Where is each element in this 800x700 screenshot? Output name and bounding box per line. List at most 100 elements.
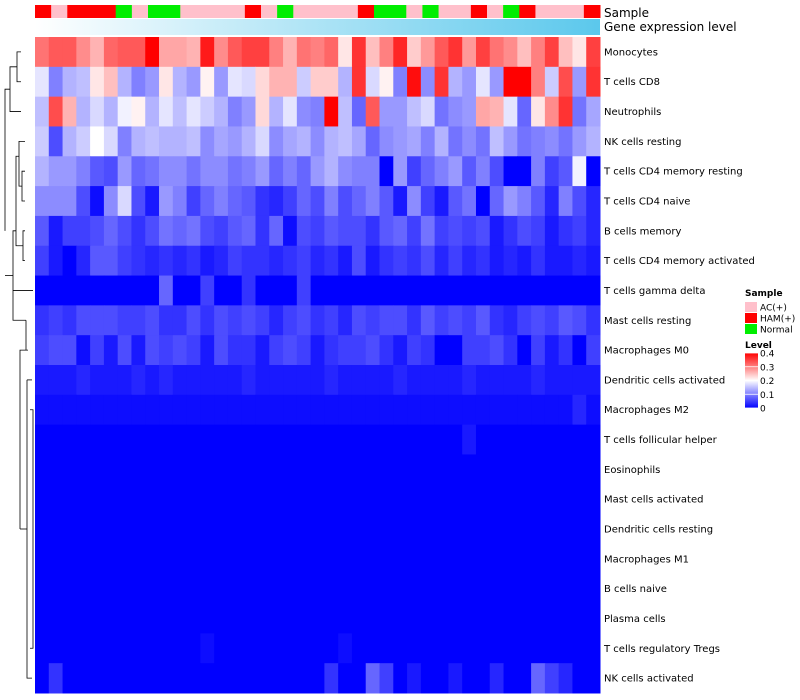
row-label: T cells CD4 memory resting <box>603 167 743 178</box>
heatmap-cell <box>324 156 339 187</box>
legend-level-ticks: 0.4 0.3 0.2 0.1 0 <box>745 350 775 415</box>
heatmap-cell <box>462 454 477 485</box>
heatmap-cell <box>90 663 105 694</box>
heatmap-cell <box>365 305 381 336</box>
heatmap-cell <box>172 156 188 187</box>
heatmap-cell <box>379 514 394 545</box>
heatmap-cell <box>241 484 256 515</box>
heatmap-cell <box>255 305 270 336</box>
heatmap-cell <box>420 126 436 157</box>
heatmap-cell <box>296 305 312 336</box>
heatmap-cell <box>310 573 325 605</box>
heatmap-cell <box>62 514 77 545</box>
heatmap-cell <box>544 66 560 98</box>
heatmap-cell <box>489 37 505 68</box>
heatmap-cell <box>296 424 312 455</box>
legend-tick-label: 0 <box>760 405 766 415</box>
heatmap-cell <box>48 305 64 336</box>
heatmap-cell <box>462 573 477 605</box>
heatmap-cell <box>269 543 284 575</box>
dendrogram-branch <box>15 155 23 247</box>
heatmap-cell <box>407 394 422 426</box>
heatmap-cell <box>103 66 119 98</box>
heatmap-cell <box>462 663 477 694</box>
heatmap-cell <box>283 514 298 545</box>
heatmap-cell <box>159 663 174 694</box>
heatmap-cell <box>296 66 312 98</box>
heatmap-cell <box>76 305 91 336</box>
heatmap-cell <box>214 543 229 575</box>
heatmap-cell <box>255 454 270 485</box>
heatmap-cell <box>503 454 518 485</box>
heatmap-cell <box>159 215 174 247</box>
heatmap-cell <box>393 275 408 306</box>
heatmap-cell <box>475 186 491 217</box>
legend-tick-label: 0.2 <box>760 377 774 387</box>
dendrogram-branch <box>16 51 21 83</box>
heatmap-cell <box>131 514 146 545</box>
heatmap-cell <box>407 454 422 485</box>
heatmap-cell <box>117 573 132 605</box>
heatmap-cell <box>214 96 229 127</box>
heatmap-cell <box>586 305 601 336</box>
heatmap-cell <box>544 186 560 217</box>
heatmap-cell <box>214 424 229 455</box>
heatmap-cell <box>186 573 201 605</box>
sample-annotation-cell <box>357 5 375 18</box>
heatmap-cell <box>462 633 477 664</box>
heatmap-cell <box>76 275 91 306</box>
heatmap-cell <box>62 96 77 127</box>
heatmap-cell <box>489 514 505 545</box>
heatmap-cell <box>489 96 505 127</box>
heatmap-cell <box>531 96 546 127</box>
heatmap-cell <box>393 66 408 98</box>
heatmap-cell <box>379 275 394 306</box>
heatmap-cell <box>379 573 394 605</box>
heatmap-cell <box>172 126 188 157</box>
heatmap-cell <box>76 424 91 455</box>
heatmap-cell <box>531 514 546 545</box>
heatmap-cell <box>283 245 298 277</box>
heatmap-cell <box>351 66 367 98</box>
heatmap-cell <box>241 305 256 336</box>
heatmap-cell <box>324 365 339 396</box>
heatmap-cell <box>434 514 449 545</box>
heatmap-cell <box>90 66 105 98</box>
heatmap-cell <box>159 186 174 217</box>
heatmap-cell <box>517 543 532 575</box>
heatmap-cell <box>558 454 573 485</box>
heatmap-cell <box>62 424 77 455</box>
legend-tick-label: 0.4 <box>760 350 775 360</box>
heatmap-cell <box>310 514 325 545</box>
heatmap-cell <box>90 514 105 545</box>
legend-item-label: AC(+) <box>760 304 787 314</box>
heatmap-cell <box>420 663 436 694</box>
heatmap-cell <box>338 335 353 366</box>
heatmap-cell <box>393 365 408 396</box>
heatmap-cell <box>407 305 422 336</box>
heatmap-cell <box>186 245 201 277</box>
heatmap-cell <box>48 365 64 396</box>
heatmap-cell <box>475 424 491 455</box>
heatmap-cell <box>393 514 408 545</box>
heatmap-cell <box>365 186 381 217</box>
heatmap-cell <box>283 156 298 187</box>
heatmap-cell <box>145 186 160 217</box>
heatmap-cell <box>379 215 394 247</box>
heatmap-cell <box>62 126 77 157</box>
heatmap-cell <box>296 573 312 605</box>
heatmap-cell <box>62 633 77 664</box>
heatmap-cell <box>365 66 381 98</box>
heatmap-cell <box>227 215 243 247</box>
legend-sample-items: AC(+)HAM(+)Normal <box>745 302 795 336</box>
heatmap-cell <box>255 573 270 605</box>
legend-item-label: HAM(+) <box>760 315 795 325</box>
heatmap-cell <box>227 424 243 455</box>
row-label: Mast cells resting <box>604 316 691 327</box>
sample-annotation-cell <box>406 5 423 18</box>
heatmap-cell <box>558 96 573 127</box>
heatmap-cell <box>283 215 298 247</box>
heatmap-cell <box>310 126 325 157</box>
heatmap-cell <box>48 633 64 664</box>
heatmap-cell <box>172 66 188 98</box>
